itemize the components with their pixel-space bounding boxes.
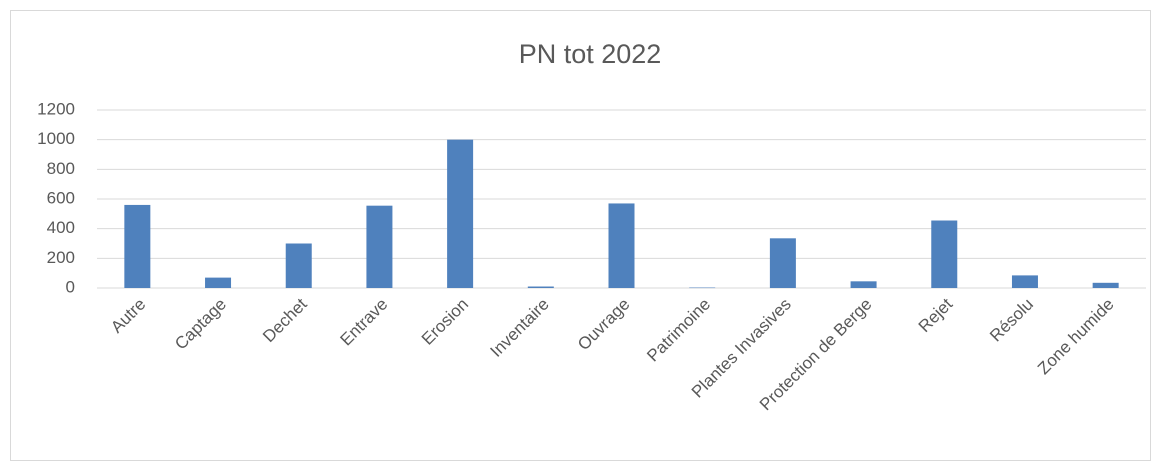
bar [1092, 282, 1119, 288]
chart-border [10, 10, 1151, 461]
chart-title: PN tot 2022 [519, 39, 662, 69]
bar [608, 203, 635, 288]
y-tick-label: 600 [47, 188, 75, 207]
bar [366, 205, 393, 288]
bar [124, 204, 151, 288]
y-tick-label: 0 [66, 277, 75, 296]
y-tick-label: 200 [47, 248, 75, 267]
bar [205, 277, 232, 288]
bar [689, 287, 716, 289]
y-tick-label: 1200 [37, 99, 75, 118]
bar [285, 243, 312, 288]
bar [527, 286, 554, 288]
bar [931, 220, 958, 288]
y-tick-label: 800 [47, 159, 75, 178]
y-tick-label: 400 [47, 218, 75, 237]
bar [1011, 275, 1038, 288]
bar [850, 281, 877, 288]
bar [769, 238, 796, 288]
bar [447, 139, 474, 288]
y-tick-label: 1000 [37, 129, 75, 148]
